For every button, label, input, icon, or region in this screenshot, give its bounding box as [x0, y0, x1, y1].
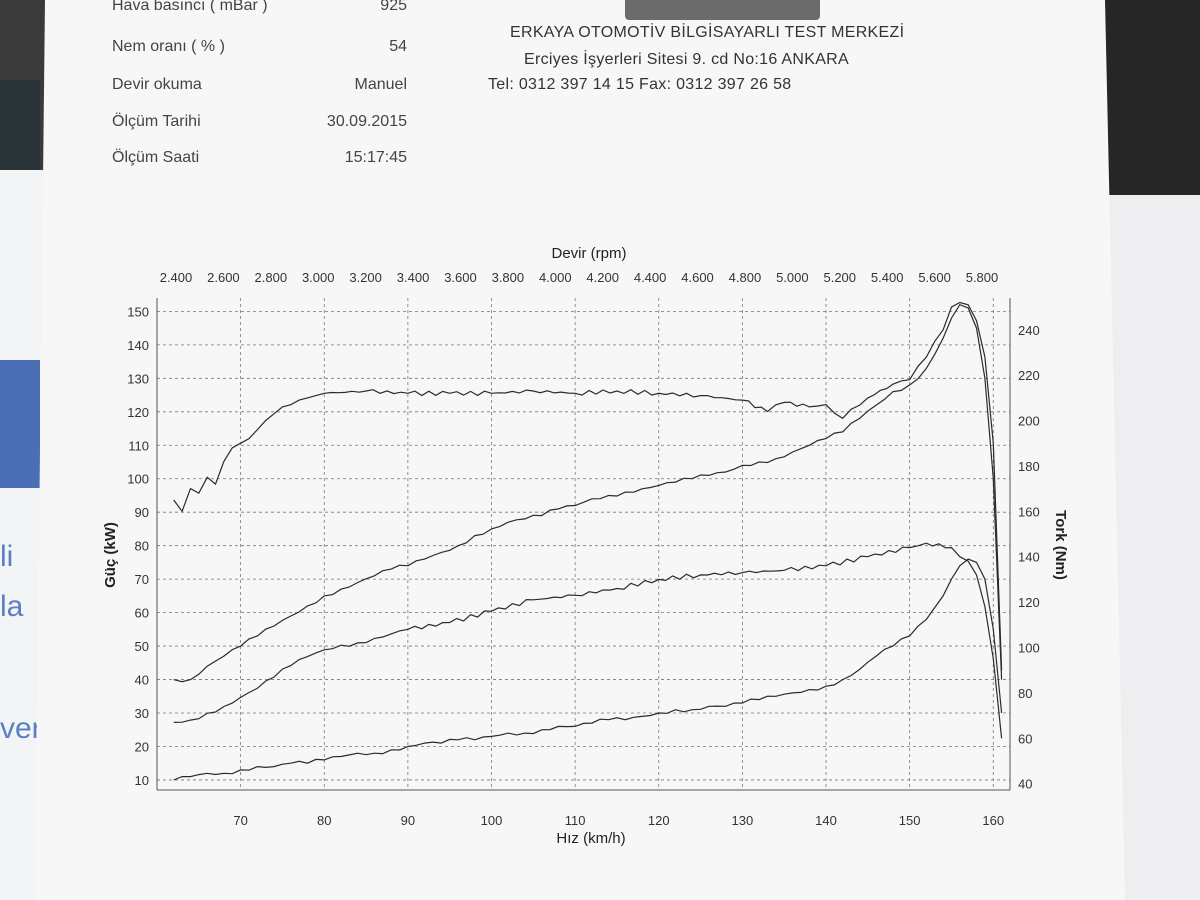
company-logo: [625, 0, 820, 20]
y2-tick-label: 60: [1018, 731, 1032, 746]
rpm-tick-label: 5.000: [776, 270, 809, 285]
x-tick-label: 140: [815, 813, 837, 828]
x-tick-label: 120: [648, 813, 670, 828]
rpm-tick-label: 2.800: [255, 270, 288, 285]
rpm-tick-label: 3.600: [444, 270, 477, 285]
company-name: ERKAYA OTOMOTİV BİLGİSAYARLI TEST MERKEZ…: [510, 24, 905, 41]
series-line: [173, 303, 1003, 683]
y2-axis-title: Tork (Nm): [1052, 510, 1069, 580]
series-line: [173, 542, 1003, 739]
y2-tick-label: 200: [1018, 414, 1040, 429]
rpm-tick-label: 3.400: [397, 270, 430, 285]
background-text-fragment: li: [0, 540, 14, 573]
series-line: [173, 301, 1003, 671]
x-tick-label: 130: [732, 813, 754, 828]
y-tick-label: 100: [127, 472, 149, 487]
y-tick-label: 20: [135, 739, 149, 754]
y-tick-label: 150: [127, 304, 149, 319]
background-dark-surface: [1100, 0, 1200, 195]
series-line: [173, 558, 1003, 781]
rpm-tick-label: 5.800: [966, 270, 999, 285]
y2-tick-label: 220: [1018, 368, 1040, 383]
field-label-humidity: Nem oranı ( % ): [112, 38, 225, 55]
top-axis-title: Devir (rpm): [552, 245, 627, 262]
y-tick-label: 50: [135, 639, 149, 654]
y-tick-label: 80: [135, 539, 149, 554]
field-value-pressure: 925: [380, 0, 407, 14]
y-tick-label: 30: [135, 706, 149, 721]
rpm-tick-label: 4.400: [634, 270, 667, 285]
x-tick-label: 90: [401, 813, 415, 828]
y2-tick-label: 140: [1018, 550, 1040, 565]
y-tick-label: 110: [128, 438, 149, 453]
y2-tick-label: 180: [1018, 459, 1040, 474]
rpm-tick-label: 4.200: [586, 270, 619, 285]
rpm-tick-label: 5.400: [871, 270, 904, 285]
y2-tick-label: 120: [1018, 595, 1040, 610]
y-tick-label: 120: [127, 405, 149, 420]
field-label-time: Ölçüm Saati: [112, 149, 200, 166]
company-address: Erciyes İşyerleri Sitesi 9. cd No:16 ANK…: [524, 51, 850, 68]
x-tick-label: 100: [481, 813, 503, 828]
rpm-tick-label: 2.600: [207, 270, 240, 285]
x-tick-label: 150: [899, 813, 921, 828]
y-tick-label: 10: [135, 773, 149, 788]
field-label-pressure: Hava basıncı ( mBar ): [112, 0, 268, 14]
field-value-humidity: 54: [389, 38, 407, 55]
rpm-tick-label: 4.600: [681, 270, 714, 285]
axes: 10 20 30 40 50 60 70 80 90 100 110 120 130 140 150 40 60…: [127, 270, 1039, 828]
rpm-tick-label: 5.200: [823, 270, 856, 285]
rpm-tick-label: 3.000: [302, 270, 335, 285]
y-tick-label: 60: [135, 606, 149, 621]
y-axis-title: Güç (kW): [102, 522, 119, 588]
background-object: [0, 80, 40, 170]
dyno-printout: [35, 0, 1125, 900]
y2-tick-label: 160: [1018, 504, 1040, 519]
grid: [157, 298, 1010, 790]
y-tick-label: 130: [127, 371, 149, 386]
y2-tick-label: 240: [1018, 323, 1040, 338]
field-value-time: 15:17:45: [344, 149, 407, 166]
series-lines: [173, 301, 1003, 781]
rpm-tick-label: 2.400: [160, 270, 193, 285]
field-value-rpm-mode: Manuel: [354, 76, 407, 93]
x-tick-label: 70: [233, 813, 247, 828]
rpm-tick-label: 3.800: [492, 270, 525, 285]
rpm-tick-label: 5.600: [918, 270, 951, 285]
rpm-tick-label: 4.000: [539, 270, 572, 285]
y-tick-label: 70: [135, 572, 149, 587]
y-tick-label: 140: [127, 338, 149, 353]
x-tick-label: 110: [565, 813, 586, 828]
y2-tick-label: 100: [1018, 640, 1040, 655]
field-label-rpm-mode: Devir okuma: [112, 76, 202, 93]
y-tick-label: 40: [135, 673, 149, 688]
field-value-date: 30.09.2015: [326, 113, 407, 130]
x-tick-label: 160: [982, 813, 1004, 828]
background-brochure-band: [0, 360, 40, 488]
background-text-fragment: la: [0, 590, 24, 623]
y2-tick-label: 40: [1018, 777, 1032, 792]
field-label-date: Ölçüm Tarihi: [112, 113, 201, 130]
rpm-tick-label: 3.200: [349, 270, 382, 285]
y2-tick-label: 80: [1018, 686, 1032, 701]
company-contact: Tel: 0312 397 14 15 Fax: 0312 397 26 58: [488, 76, 792, 93]
background-text-fragment: ver: [0, 712, 42, 745]
x-tick-label: 80: [317, 813, 331, 828]
x-axis-title: Hız (km/h): [556, 830, 625, 847]
y-tick-label: 90: [135, 505, 149, 520]
rpm-tick-label: 4.800: [729, 270, 762, 285]
